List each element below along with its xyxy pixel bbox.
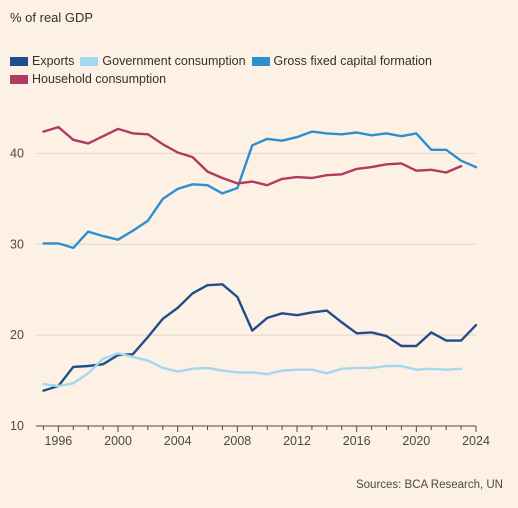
series-line-exports [42, 283, 478, 392]
y-tick-label: 30 [10, 237, 24, 251]
legend-swatch [80, 57, 99, 66]
legend-item: Exports [10, 53, 74, 70]
chart-legend: Exports Government consumption Gross fixed… [10, 53, 510, 89]
series-line-gross-fixed-capital-formation [42, 130, 478, 250]
x-tick-label: 2012 [283, 434, 311, 448]
x-tick-label: 1996 [44, 434, 72, 448]
x-tick-label: 2020 [402, 434, 430, 448]
series-line-government-consumption [42, 352, 463, 388]
y-tick-label: 40 [10, 146, 24, 160]
legend-item: Government consumption [80, 53, 246, 70]
chart-subtitle: % of real GDP [10, 10, 94, 25]
x-tick-label: 2000 [104, 434, 132, 448]
legend-swatch [251, 57, 270, 66]
legend-swatch [10, 57, 28, 66]
legend-label: Government consumption [102, 54, 246, 68]
x-tick-label: 2008 [223, 434, 251, 448]
x-tick-label: 2016 [343, 434, 371, 448]
series-line-household-consumption [42, 125, 463, 187]
legend-label: Exports [32, 54, 75, 68]
x-tick-label: 2004 [164, 434, 192, 448]
y-tick-label: 20 [10, 328, 24, 342]
legend-label: Household consumption [32, 72, 167, 86]
legend-swatch [10, 75, 28, 84]
legend-item: Gross fixed capital formation [251, 53, 432, 70]
legend-label: Gross fixed capital formation [273, 54, 432, 68]
chart-source: Sources: BCA Research, UN [355, 479, 503, 491]
y-tick-label: 10 [10, 419, 24, 433]
x-tick-label: 2024 [462, 434, 490, 448]
legend-item: Household consumption [10, 71, 166, 88]
